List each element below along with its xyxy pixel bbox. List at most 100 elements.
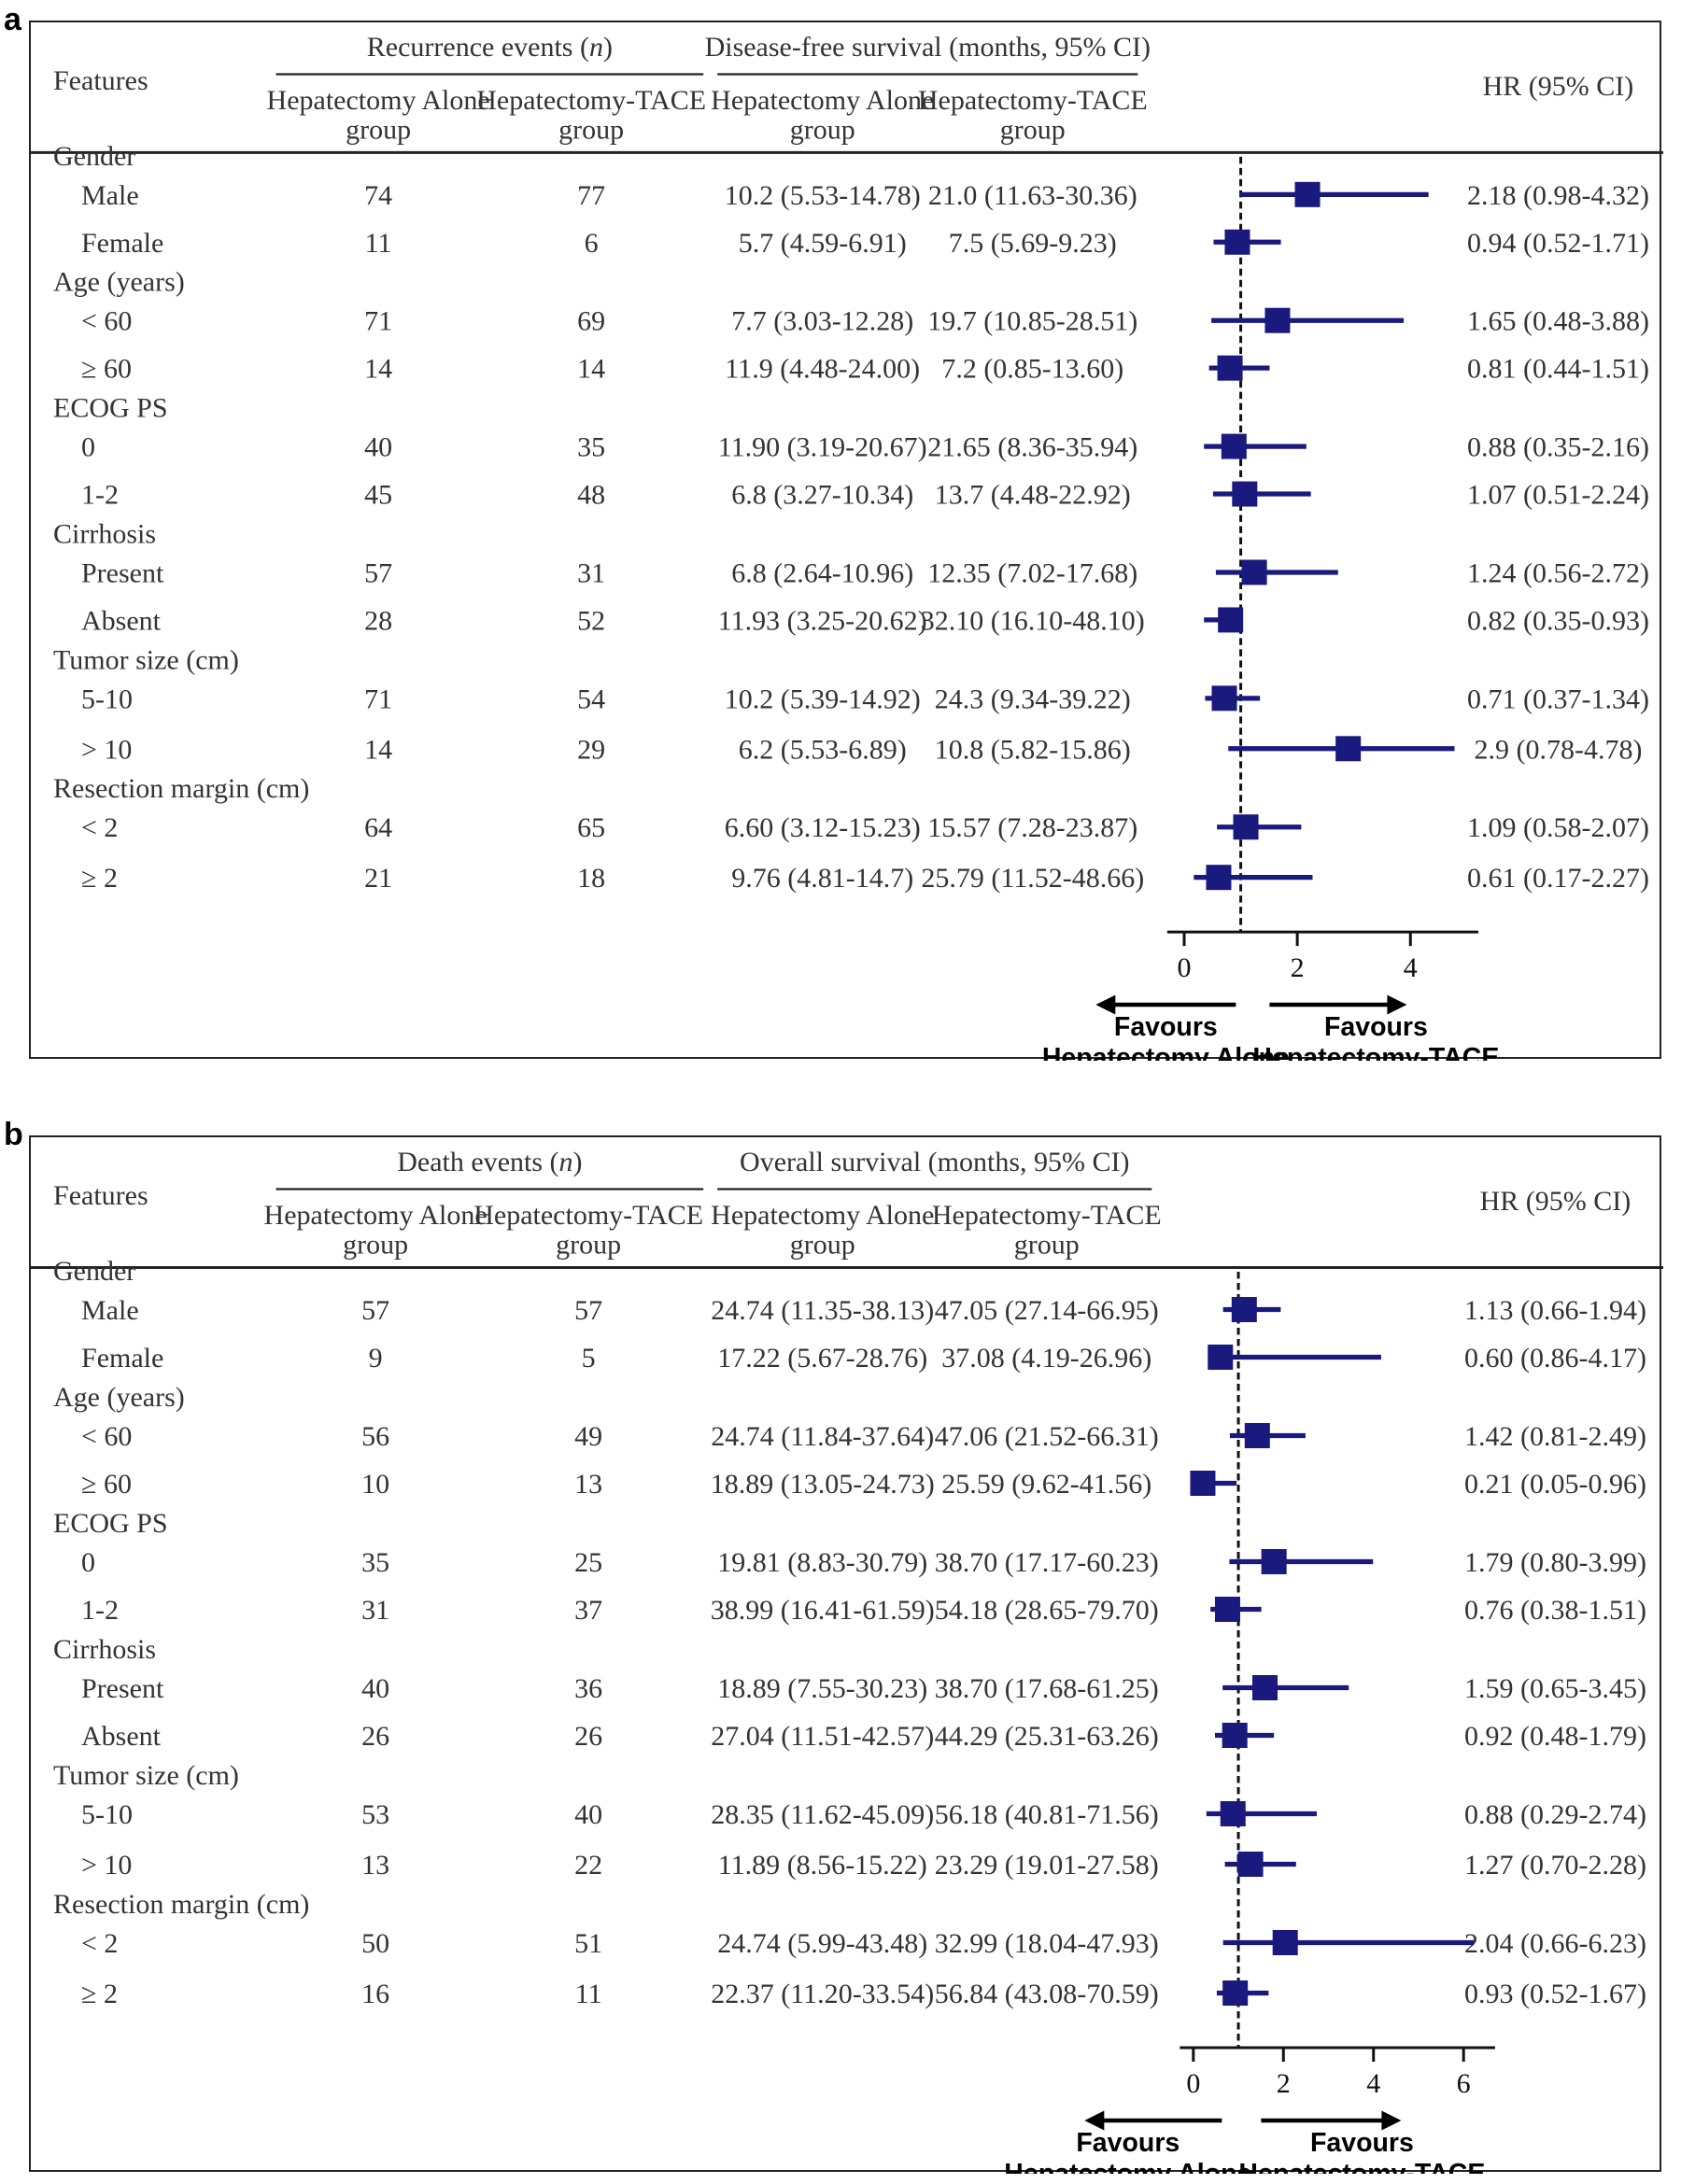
hr-point [1232, 481, 1258, 507]
subgroup-label: 1-2 [81, 1595, 119, 1626]
survival-tace: 47.06 (21.52-66.31) [935, 1421, 1159, 1452]
hr-point [1294, 181, 1321, 207]
subgroup-label: 0 [81, 1547, 95, 1578]
header-hr: HR (95% CI) [1480, 1186, 1632, 1217]
survival-tace: 25.59 (9.62-41.56) [941, 1469, 1151, 1500]
col4-header-line1: Hepatectomy-TACE [932, 1200, 1162, 1231]
favours-right-line1: Favours [1324, 1012, 1428, 1042]
hr-point [1237, 1852, 1264, 1877]
arrow-left-head [1095, 994, 1116, 1015]
survival-alone: 5.7 (4.59-6.91) [739, 228, 907, 259]
survival-tace: 37.08 (4.19-26.96) [941, 1343, 1151, 1374]
hr-ci-text: 2.9 (0.78-4.78) [1474, 734, 1642, 765]
events-tace: 35 [577, 432, 605, 463]
survival-alone: 6.60 (3.12-15.23) [725, 812, 921, 843]
events-tace: 65 [577, 812, 605, 843]
hr-point [1264, 307, 1291, 333]
events-alone: 28 [364, 605, 392, 636]
favours-left-line1: Favours [1076, 2128, 1180, 2158]
panel-a-label: a [4, 2, 21, 37]
survival-tace: 32.99 (18.04-47.93) [935, 1928, 1159, 1959]
category-label: Resection margin (cm) [53, 1889, 309, 1920]
subgroup-label: < 60 [81, 306, 132, 337]
category-label: ECOG PS [53, 1508, 168, 1539]
col2-header-line2: group [556, 1230, 621, 1261]
events-alone: 35 [361, 1547, 389, 1578]
events-alone: 45 [364, 480, 392, 511]
survival-tace: 24.3 (9.34-39.22) [935, 683, 1131, 714]
hr-ci-text: 1.07 (0.51-2.24) [1467, 480, 1649, 511]
col2-header-line1: Hepatectomy-TACE [476, 85, 706, 116]
subgroup-label: Present [81, 1673, 164, 1704]
favours-left-line2: Hepatectomy Alone [1004, 2159, 1251, 2174]
hr-point [1224, 229, 1250, 255]
hr-point [1241, 559, 1267, 585]
survival-alone: 7.7 (3.03-12.28) [731, 306, 913, 337]
events-alone: 10 [361, 1469, 389, 1500]
hr-point [1211, 685, 1237, 712]
subgroup-label: 5-10 [81, 683, 133, 714]
survival-tace: 38.70 (17.17-60.23) [935, 1547, 1159, 1578]
events-tace: 49 [574, 1421, 602, 1452]
panel-a: Features Recurrence events (n) Disease-fre… [29, 21, 1663, 1061]
events-tace: 22 [574, 1850, 602, 1881]
col2-header-line2: group [558, 114, 624, 145]
hr-ci-text: 1.27 (0.70-2.28) [1464, 1850, 1646, 1881]
hr-point [1231, 1297, 1257, 1322]
survival-alone: 24.74 (5.99-43.48) [717, 1928, 927, 1959]
header-features: Features [53, 65, 148, 96]
panel-b: Features Death events (n) Overall survival… [29, 1135, 1663, 2174]
subgroup-label: 1-2 [81, 480, 119, 511]
header-survival-group: Overall survival (months, 95% CI) [740, 1147, 1129, 1177]
survival-tace: 7.2 (0.85-13.60) [941, 354, 1123, 385]
events-tace: 6 [585, 228, 599, 259]
events-tace: 13 [574, 1469, 602, 1500]
hr-ci-text: 0.88 (0.29-2.74) [1464, 1799, 1646, 1830]
favours-right-line2: Hepatectomy-TACE [1238, 2159, 1485, 2174]
events-alone: 74 [364, 180, 392, 211]
hr-ci-text: 0.93 (0.52-1.67) [1464, 1979, 1646, 2009]
events-tace: 29 [577, 734, 605, 765]
subgroup-label: > 10 [81, 1850, 132, 1881]
col1-header-line1: Hepatectomy Alone [264, 1200, 487, 1231]
events-alone: 9 [369, 1343, 383, 1374]
hr-ci-text: 0.71 (0.37-1.34) [1467, 683, 1649, 714]
hr-ci-text: 1.59 (0.65-3.45) [1464, 1673, 1646, 1704]
subgroup-label: Female [81, 1343, 163, 1374]
hr-ci-text: 0.88 (0.35-2.16) [1467, 432, 1649, 463]
col3-header-line1: Hepatectomy Alone [711, 85, 934, 116]
subgroup-label: < 60 [81, 1421, 132, 1452]
col4-header-line1: Hepatectomy-TACE [918, 85, 1148, 116]
subgroup-label: Absent [81, 1721, 162, 1752]
panel-b-label: b [4, 1117, 23, 1152]
arrow-left-head [1084, 2110, 1105, 2131]
survival-tace: 19.7 (10.85-28.51) [927, 306, 1137, 337]
hr-point [1222, 1723, 1248, 1748]
events-tace: 18 [577, 863, 605, 894]
favours-right-line1: Favours [1310, 2128, 1414, 2158]
survival-tace: 38.70 (17.68-61.25) [935, 1673, 1159, 1704]
survival-alone: 18.89 (13.05-24.73) [711, 1469, 935, 1500]
survival-tace: 15.57 (7.28-23.87) [927, 812, 1137, 843]
col3-header-line1: Hepatectomy Alone [711, 1200, 934, 1231]
x-tick-label: 2 [1291, 952, 1305, 983]
hr-ci-text: 0.81 (0.44-1.51) [1467, 354, 1649, 385]
events-alone: 21 [364, 863, 392, 894]
events-tace: 37 [574, 1595, 602, 1626]
forest-table-b: Features Death events (n) Overall survival… [31, 1147, 1663, 2174]
survival-alone: 11.90 (3.19-20.67) [718, 432, 927, 463]
events-tace: 51 [574, 1928, 602, 1959]
category-label: Cirrhosis [53, 1634, 156, 1665]
hr-point [1244, 1423, 1270, 1448]
hr-ci-text: 0.94 (0.52-1.71) [1467, 228, 1649, 259]
events-alone: 31 [361, 1595, 389, 1626]
hr-point [1217, 355, 1243, 381]
events-tace: 77 [577, 180, 605, 211]
category-label: Age (years) [53, 1382, 185, 1413]
events-tace: 5 [582, 1343, 596, 1374]
subgroup-label: 5-10 [81, 1799, 133, 1830]
survival-tace: 32.10 (16.10-48.10) [921, 605, 1145, 636]
survival-alone: 11.93 (3.25-20.62) [718, 605, 927, 636]
header-events-group: Recurrence events (n) [367, 32, 613, 63]
survival-alone: 24.74 (11.35-38.13) [711, 1295, 934, 1326]
